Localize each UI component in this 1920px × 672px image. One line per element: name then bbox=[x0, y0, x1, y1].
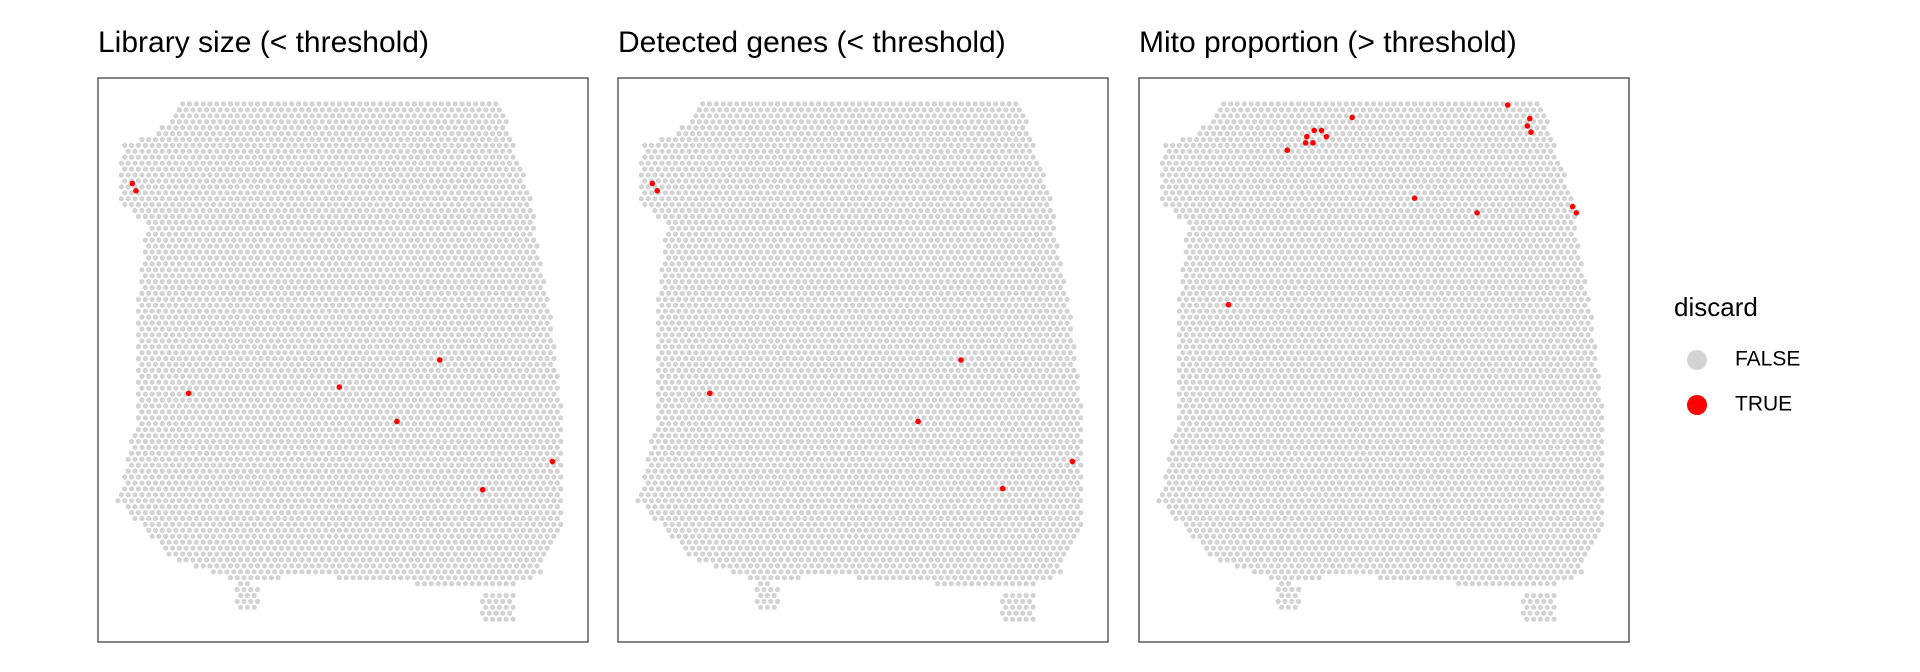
discard-spot bbox=[1569, 203, 1576, 210]
legend-key bbox=[1687, 350, 1707, 370]
panel-frame bbox=[97, 77, 589, 643]
discard-spot bbox=[394, 418, 400, 425]
discard-spot bbox=[336, 384, 343, 390]
discard-spot bbox=[707, 390, 713, 397]
discard-spot bbox=[1349, 114, 1355, 121]
discard-spot bbox=[1528, 129, 1534, 135]
panel-frame bbox=[1138, 77, 1630, 643]
tissue-spots bbox=[115, 101, 564, 622]
discard-spot bbox=[915, 418, 921, 425]
panel-frame bbox=[617, 77, 1109, 643]
discard-spot bbox=[549, 458, 556, 465]
discard-spot bbox=[185, 390, 192, 397]
discard-spot bbox=[1302, 140, 1309, 146]
discard-spot bbox=[958, 357, 964, 363]
discard-spot bbox=[479, 486, 486, 493]
discard-spot bbox=[129, 180, 136, 187]
discard-spot bbox=[649, 180, 656, 187]
legend-title: discard bbox=[1674, 292, 1758, 322]
discard-spot bbox=[436, 357, 443, 363]
discard-spot bbox=[1318, 127, 1325, 134]
legend-label: FALSE bbox=[1735, 348, 1800, 371]
discard-spot bbox=[1304, 133, 1310, 140]
discard-spot bbox=[1311, 127, 1317, 134]
discard-spot bbox=[133, 188, 139, 194]
discard-spot bbox=[1284, 147, 1291, 153]
discard-spot bbox=[1573, 209, 1580, 216]
panel-title: Mito proportion (> threshold) bbox=[1139, 26, 1517, 59]
discard-spot bbox=[1411, 195, 1418, 201]
discard-spot bbox=[1225, 301, 1232, 308]
tissue-spots bbox=[1156, 101, 1605, 622]
discard-spot bbox=[654, 188, 660, 194]
discard-spot bbox=[1504, 102, 1511, 108]
panel-title: Library size (< threshold) bbox=[98, 26, 429, 59]
discard-spot bbox=[1323, 133, 1330, 140]
legend-label: TRUE bbox=[1735, 393, 1792, 416]
discard-spot bbox=[1524, 123, 1531, 129]
panel-title: Detected genes (< threshold) bbox=[618, 26, 1006, 59]
legend-key bbox=[1687, 395, 1707, 415]
discard-spot bbox=[1526, 115, 1533, 122]
discard-spot bbox=[999, 485, 1006, 492]
discard-spot bbox=[1474, 209, 1480, 216]
tissue-spots bbox=[635, 101, 1084, 622]
discard-spot bbox=[1069, 458, 1076, 465]
discard-spot bbox=[1310, 140, 1316, 146]
